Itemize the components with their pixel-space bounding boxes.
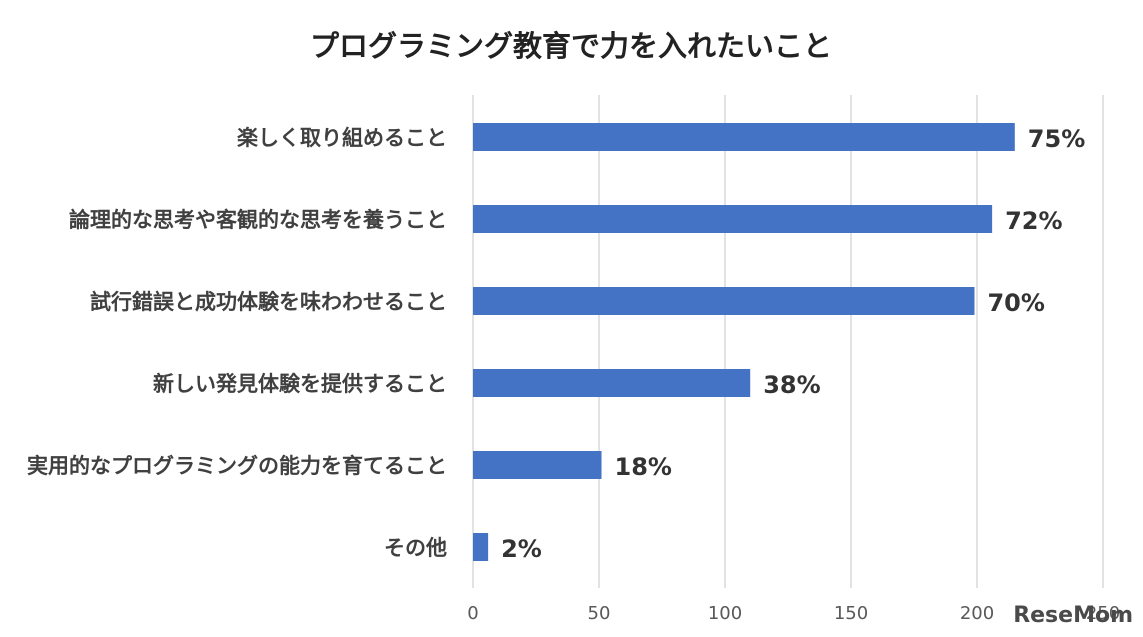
resemom-logo: ReseMom xyxy=(1013,603,1133,628)
bar xyxy=(473,533,489,561)
bars xyxy=(473,123,1015,561)
x-tick-label: 150 xyxy=(834,603,868,624)
category-label: 論理的な思考や客観的な思考を養うこと xyxy=(69,208,447,232)
bar xyxy=(473,287,975,315)
data-label: 38% xyxy=(763,371,820,399)
data-labels: 75% 72% 70% 38% 18% 2% xyxy=(501,125,1085,563)
x-axis-tick-labels: 0 50 100 150 200 250 xyxy=(467,603,1120,624)
x-tick-label: 0 xyxy=(467,603,478,624)
x-tick-label: 50 xyxy=(588,603,611,624)
category-label: その他 xyxy=(384,536,447,560)
x-tick-label: 100 xyxy=(708,603,742,624)
bar xyxy=(473,123,1015,151)
category-labels: 楽しく取り組めること論理的な思考や客観的な思考を養うこと試行錯誤と成功体験を味わ… xyxy=(27,126,447,560)
data-label: 70% xyxy=(987,289,1044,317)
data-label: 72% xyxy=(1005,207,1062,235)
bar xyxy=(473,205,993,233)
data-label: 2% xyxy=(501,535,542,563)
category-label: 新しい発見体験を提供すること xyxy=(153,372,447,396)
data-label: 75% xyxy=(1028,125,1085,153)
bar xyxy=(473,451,602,479)
category-label: 実用的なプログラミングの能力を育てること xyxy=(27,454,447,478)
data-label: 18% xyxy=(615,453,672,481)
x-tick-label: 200 xyxy=(960,603,994,624)
chart-title: プログラミング教育で力を入れたいこと xyxy=(310,29,832,63)
x-tick-label: 250 xyxy=(1086,603,1120,624)
category-label: 試行錯誤と成功体験を味わわせること xyxy=(90,290,447,314)
category-label: 楽しく取り組めること xyxy=(237,126,447,150)
bar xyxy=(473,369,751,397)
gridlines xyxy=(472,95,1104,588)
